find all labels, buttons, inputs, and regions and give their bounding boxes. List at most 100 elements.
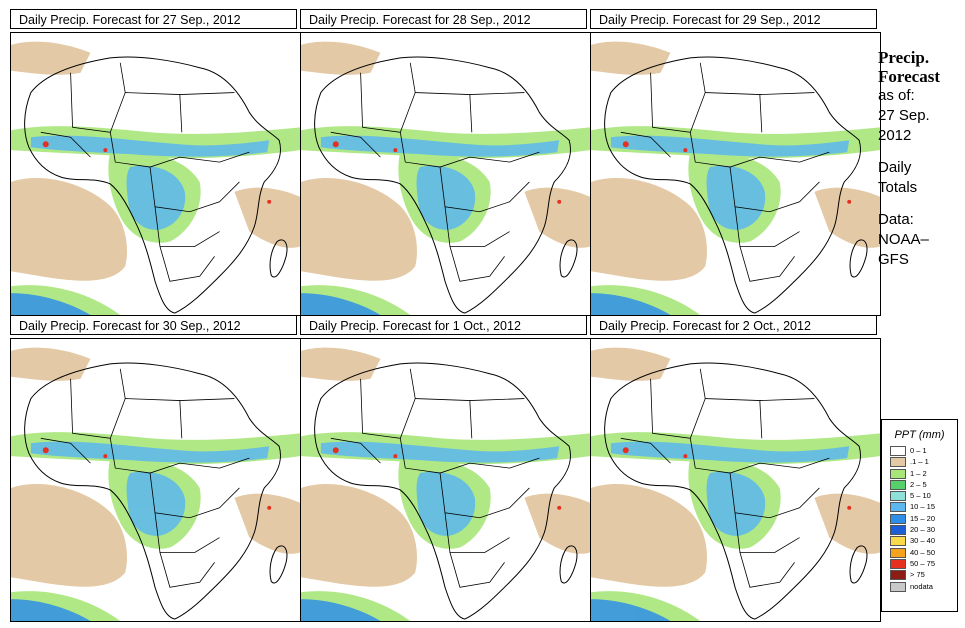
legend-label: > 75 (910, 570, 925, 580)
africa-map (591, 41, 880, 315)
country-borders (40, 368, 250, 588)
forecast-panel-1: Daily Precip. Forecast for 27 Sep., 2012 (10, 9, 301, 316)
light-precip-areas (301, 347, 590, 587)
map-frame (10, 338, 301, 622)
extreme-precip-spots (622, 141, 852, 204)
country-borders (330, 62, 540, 282)
forecast-panel-3: Daily Precip. Forecast for 29 Sep., 2012 (590, 9, 881, 316)
legend-label: 1 – 2 (910, 468, 927, 478)
heavy-precip-areas (591, 135, 850, 315)
forecast-panel-2: Daily Precip. Forecast for 28 Sep., 2012 (300, 9, 591, 316)
legend-swatch (890, 446, 906, 456)
legend-label: nodata (910, 581, 933, 591)
data-label: Data: (878, 211, 914, 228)
light-precip-areas (591, 347, 880, 587)
africa-map (11, 41, 300, 315)
legend-label: 40 – 50 (910, 547, 936, 557)
legend-swatch (890, 468, 906, 479)
legend-swatch (890, 502, 906, 513)
heavy-precip-areas (11, 441, 270, 621)
map-frame (590, 338, 881, 622)
legend-label: .1 – 1 (910, 457, 929, 467)
legend-row: 0 – 1 (882, 445, 957, 456)
legend-swatch (890, 513, 906, 524)
legend-row: 10 – 15 (882, 501, 957, 513)
data-source-line2: GFS (878, 251, 909, 268)
forecast-panel-6: Daily Precip. Forecast for 2 Oct., 2012 (590, 315, 881, 622)
panel-title: Daily Precip. Forecast for 30 Sep., 2012 (10, 315, 297, 335)
extreme-precip-spots (42, 447, 272, 510)
country-borders (40, 62, 250, 282)
africa-map (301, 41, 590, 315)
totals-label: Totals (878, 179, 918, 196)
legend-swatch (890, 457, 906, 468)
legend-swatch (890, 581, 906, 592)
legend-row: nodata (882, 581, 957, 592)
madagascar-outline (559, 239, 578, 278)
panel-title: Daily Precip. Forecast for 27 Sep., 2012 (10, 9, 297, 29)
legend-swatch (890, 558, 906, 569)
legend-label: 2 – 5 (910, 479, 927, 489)
legend-row: 30 – 40 (882, 535, 957, 547)
legend-row: 1 – 2 (882, 468, 957, 479)
extreme-precip-spots (332, 141, 562, 204)
legend-row: .1 – 1 (882, 456, 957, 468)
heading-line1: Precip. (878, 48, 930, 67)
africa-outline (24, 362, 281, 620)
country-borders (620, 368, 830, 588)
panel-title: Daily Precip. Forecast for 2 Oct., 2012 (590, 315, 877, 335)
heavy-precip-areas (591, 441, 850, 621)
country-borders (330, 368, 540, 588)
legend-row: 2 – 5 (882, 479, 957, 490)
map-frame (300, 32, 591, 316)
legend-title: PPT (mm) (894, 429, 945, 441)
africa-outline (314, 362, 571, 620)
africa-map (301, 347, 590, 621)
africa-map (11, 347, 300, 621)
legend-label: 0 – 1 (910, 446, 927, 455)
light-precip-areas (11, 41, 300, 281)
data-source-line1: NOAA– (878, 231, 929, 248)
light-precip-areas (301, 41, 590, 281)
heavy-precip-areas (11, 135, 270, 315)
legend-row: > 75 (882, 569, 957, 581)
legend-label: 30 – 40 (910, 536, 936, 546)
legend-swatch (890, 536, 906, 547)
legend-label: 5 – 10 (910, 491, 931, 501)
legend-row: 50 – 75 (882, 558, 957, 569)
madagascar-outline (269, 545, 288, 584)
africa-outline (314, 56, 571, 314)
map-frame (590, 32, 881, 316)
extreme-precip-spots (332, 447, 562, 510)
extreme-precip-spots (42, 141, 272, 204)
daily-label: Daily (878, 159, 912, 176)
madagascar-outline (269, 239, 288, 278)
as-of-label: as of: (878, 87, 915, 104)
forecast-panel-5: Daily Precip. Forecast for 1 Oct., 2012 (300, 315, 591, 622)
legend-label: 15 – 20 (910, 513, 936, 523)
legend-row: 20 – 30 (882, 524, 957, 536)
africa-map (591, 347, 880, 621)
panel-title: Daily Precip. Forecast for 29 Sep., 2012 (590, 9, 877, 29)
legend-swatch (890, 570, 906, 581)
legend-swatch (890, 479, 906, 490)
legend-label: 50 – 75 (910, 558, 936, 568)
panel-title: Daily Precip. Forecast for 28 Sep., 2012 (300, 9, 587, 29)
legend-swatch (890, 491, 906, 502)
issue-date-line1: 27 Sep. (878, 107, 930, 124)
heavy-precip-areas (301, 441, 560, 621)
side-info: Precip. Forecast as of: 27 Sep. 2012 Dai… (878, 48, 965, 270)
africa-outline (24, 56, 281, 314)
light-precip-areas (591, 41, 880, 281)
legend-row: 40 – 50 (882, 547, 957, 558)
map-frame (10, 32, 301, 316)
legend-label: 20 – 30 (910, 525, 936, 535)
light-precip-areas (11, 347, 300, 587)
heading-line2: Forecast (878, 67, 940, 86)
legend-swatch (890, 525, 906, 536)
madagascar-outline (559, 545, 578, 584)
legend-row: 15 – 20 (882, 513, 957, 524)
africa-outline (604, 56, 861, 314)
